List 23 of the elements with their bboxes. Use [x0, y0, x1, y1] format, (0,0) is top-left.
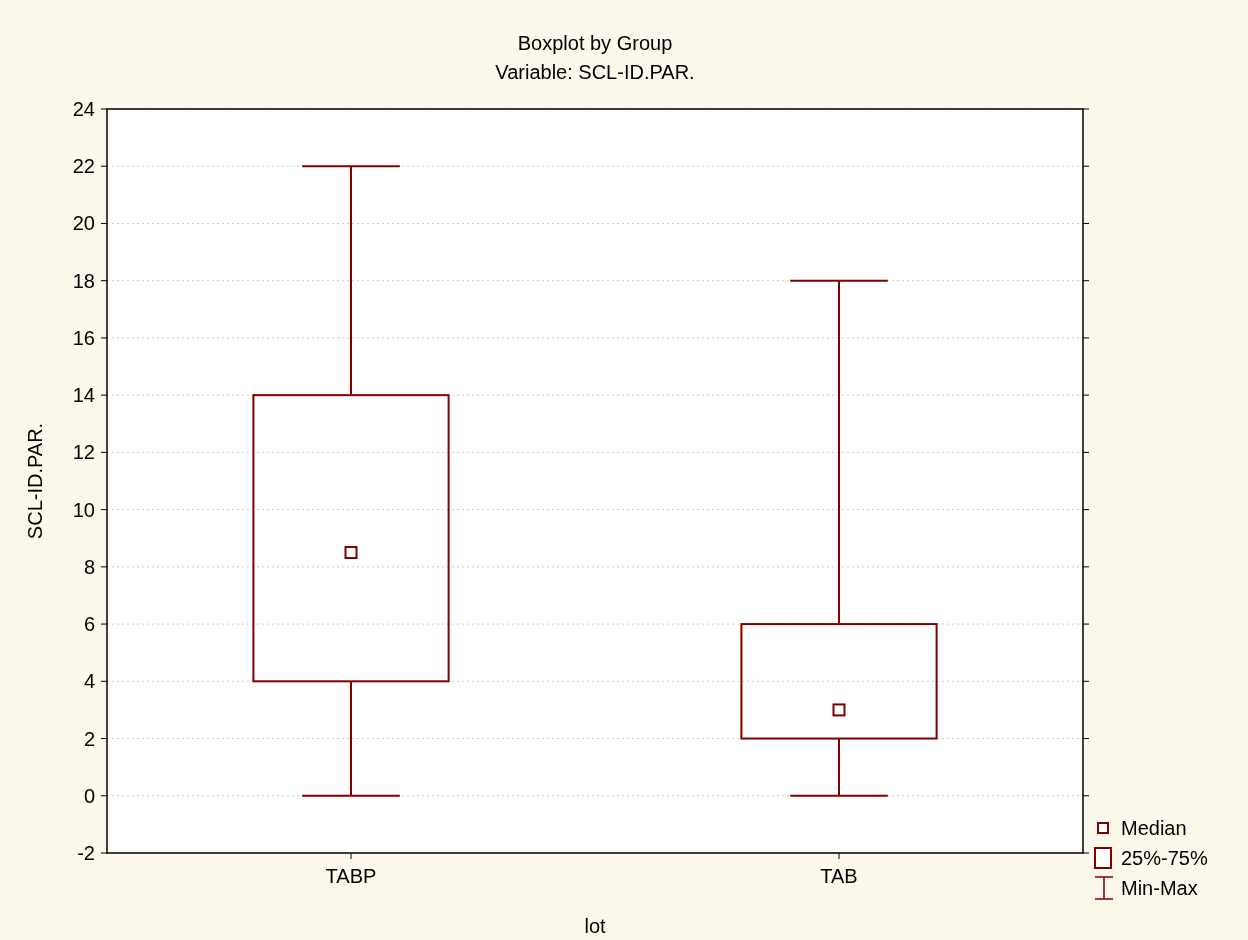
chart-title: Boxplot by Group	[517, 32, 673, 54]
y-tick-label: 22	[72, 155, 95, 178]
y-tick-label: 2	[83, 727, 95, 750]
y-tick-label: 18	[72, 269, 95, 292]
y-tick-label: 8	[83, 555, 95, 578]
x-tick-label: TAB	[820, 865, 858, 887]
y-tick-label: 4	[83, 670, 95, 693]
y-tick-label: 14	[72, 384, 95, 407]
y-tick-label: 16	[72, 326, 95, 349]
x-tick-label: TABP	[325, 865, 377, 887]
y-tick-label: 6	[83, 613, 95, 636]
y-tick-label: -2	[77, 842, 95, 864]
x-axis-title: lot	[584, 915, 606, 937]
y-tick-label: 0	[83, 784, 95, 807]
text: Median	[1121, 817, 1187, 839]
y-tick-label: 10	[72, 498, 95, 521]
y-tick-label: 24	[72, 98, 95, 120]
text: Min-Max	[1121, 877, 1198, 899]
text: 25%-75%	[1121, 847, 1208, 869]
y-axis-title: SCL-ID.PAR.	[24, 422, 46, 540]
y-tick-label: 12	[72, 441, 95, 464]
chart-subtitle: Variable: SCL-ID.PAR.	[495, 61, 695, 83]
y-tick-label: 20	[72, 212, 95, 235]
